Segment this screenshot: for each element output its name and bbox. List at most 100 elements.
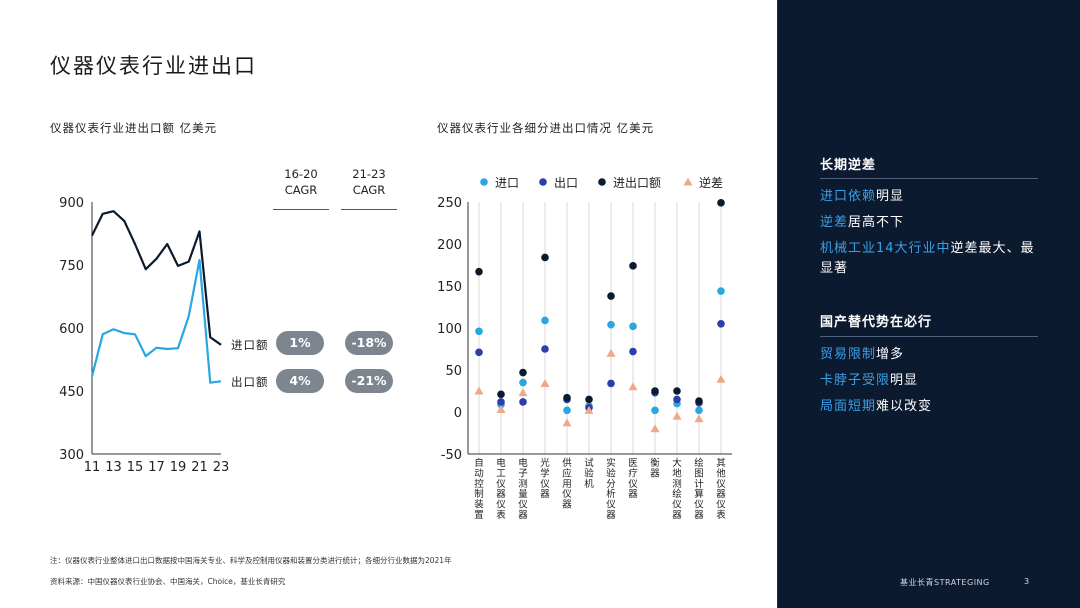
point-进出口额 bbox=[629, 262, 637, 270]
y-tick-label: 150 bbox=[437, 280, 462, 295]
y-tick-label: 0 bbox=[454, 406, 462, 421]
legend-marker-进出口额 bbox=[598, 178, 606, 186]
point-逆差 bbox=[562, 418, 572, 427]
point-进出口额 bbox=[695, 397, 703, 405]
x-tick-label: 实验分析仪器 bbox=[606, 457, 616, 521]
point-进口 bbox=[629, 322, 637, 331]
point-进口 bbox=[475, 327, 483, 336]
point-逆差 bbox=[518, 388, 528, 397]
point-出口 bbox=[607, 379, 615, 388]
point-进口 bbox=[651, 406, 659, 415]
x-tick-label: 13 bbox=[105, 460, 122, 475]
cagr-pill-export-1: 4% bbox=[276, 369, 324, 393]
item-highlight: 局面短期 bbox=[820, 399, 877, 414]
x-tick-label: 15 bbox=[127, 460, 144, 475]
point-出口 bbox=[673, 395, 681, 404]
item-text: 明显 bbox=[890, 373, 919, 388]
legend-label: 进口 bbox=[495, 176, 519, 190]
scatter-chart: -50 0 50 100 150 200 250 自动控制装置 电工仪器仪表 电子测量仪器 光学仪器… bbox=[437, 175, 732, 521]
point-逆差 bbox=[584, 405, 594, 414]
item-text: 逆差最大、最显著 bbox=[820, 241, 1035, 276]
x-tick-label: 11 bbox=[84, 460, 101, 475]
left-chart-title: 仪器仪表行业进出口额 亿美元 bbox=[50, 121, 218, 135]
cagr-header-2-rule bbox=[341, 209, 397, 210]
point-逆差 bbox=[694, 414, 704, 423]
sidebar-section2-title: 国产替代势在必行 bbox=[820, 315, 933, 330]
point-逆差 bbox=[628, 382, 638, 391]
point-进出口额 bbox=[541, 253, 549, 262]
point-进出口额 bbox=[717, 199, 725, 207]
point-进出口额 bbox=[585, 395, 593, 404]
x-tick-label: 电工仪器仪表 bbox=[496, 457, 506, 521]
y-tick-label: 600 bbox=[59, 322, 84, 337]
page-number: 3 bbox=[1024, 577, 1030, 586]
legend-label: 出口 bbox=[554, 176, 578, 190]
legend-marker-逆差 bbox=[683, 177, 693, 186]
y-tick-label: 450 bbox=[59, 385, 84, 400]
cagr-pill-import-2: -18% bbox=[345, 331, 393, 355]
legend-label: 进出口额 bbox=[613, 176, 661, 190]
footnote-source: 资料来源：中国仪器仪表行业协会、中国海关，Choice，基业长青研究 bbox=[50, 577, 286, 586]
point-出口 bbox=[717, 320, 725, 328]
point-逆差 bbox=[716, 374, 726, 383]
x-tick-label: 23 bbox=[213, 460, 230, 475]
sidebar-section2-item-3: 局面短期难以改变 bbox=[820, 397, 1045, 417]
point-逆差 bbox=[540, 378, 550, 387]
item-highlight: 逆差 bbox=[820, 215, 849, 230]
y-tick-label: 300 bbox=[59, 448, 84, 463]
y-tick-label: 750 bbox=[59, 259, 84, 274]
point-进出口额 bbox=[475, 267, 483, 276]
point-进出口额 bbox=[519, 368, 527, 377]
cagr-header-1-line1: 16-20 bbox=[284, 167, 318, 181]
item-text: 居高不下 bbox=[848, 215, 905, 230]
cagr-header-2-line2: CAGR bbox=[352, 183, 386, 197]
legend-marker-进口 bbox=[480, 178, 488, 186]
point-进口 bbox=[541, 316, 549, 325]
point-出口 bbox=[541, 345, 549, 353]
sidebar-section1-item-1: 进口依赖明显 bbox=[820, 187, 1045, 207]
cagr-row-label-import: 进口额 bbox=[231, 338, 269, 352]
y-tick-label: 250 bbox=[437, 196, 462, 211]
item-highlight: 贸易限制 bbox=[820, 347, 877, 362]
y-tick-label: 100 bbox=[437, 322, 462, 337]
main-panel bbox=[777, 0, 778, 608]
point-出口 bbox=[497, 398, 505, 406]
x-tick-label: 绘图计算仪器 bbox=[694, 457, 704, 521]
x-tick-label: 供应用仪器 bbox=[562, 457, 572, 511]
point-逆差 bbox=[496, 404, 506, 413]
sidebar-section1-rule bbox=[820, 178, 1038, 179]
footnote-note: 注：仪器仪表行业整体进口出口数据按中国海关专业、科学及控制用仪器和装置分类进行统… bbox=[50, 556, 452, 565]
item-highlight: 机械工业14大行业中 bbox=[820, 241, 951, 256]
point-进出口额 bbox=[497, 390, 505, 399]
point-进口 bbox=[695, 406, 703, 415]
cagr-row-label-export: 出口额 bbox=[231, 375, 269, 389]
sidebar-section1-title: 长期逆差 bbox=[820, 158, 877, 173]
series-line-0 bbox=[91, 210, 222, 346]
x-tick-label: 自动控制装置 bbox=[474, 457, 484, 521]
x-tick-label: 17 bbox=[148, 460, 165, 475]
page-title: 仪器仪表行业进出口 bbox=[50, 54, 257, 78]
sidebar-section2-item-1: 贸易限制增多 bbox=[820, 345, 1045, 365]
y-tick-label: 200 bbox=[437, 238, 462, 253]
sidebar-section1-item-3: 机械工业14大行业中逆差最大、最显著 bbox=[820, 239, 1045, 279]
cagr-pill-import-1: 1% bbox=[276, 331, 324, 355]
point-逆差 bbox=[650, 424, 660, 433]
item-highlight: 进口依赖 bbox=[820, 189, 877, 204]
point-进口 bbox=[563, 406, 571, 415]
point-逆差 bbox=[474, 386, 484, 395]
x-tick-label: 电子测量仪器 bbox=[518, 457, 528, 521]
y-tick-label: 50 bbox=[445, 364, 462, 379]
x-tick-label: 21 bbox=[191, 460, 208, 475]
sidebar-section2-item-2: 卡脖子受限明显 bbox=[820, 371, 1045, 391]
item-highlight: 卡脖子受限 bbox=[820, 373, 891, 388]
sidebar-panel bbox=[778, 0, 1080, 608]
item-text: 明显 bbox=[876, 189, 905, 204]
point-进口 bbox=[717, 287, 725, 295]
sidebar-section1-item-2: 逆差居高不下 bbox=[820, 213, 1045, 233]
x-tick-label: 其他仪器仪表 bbox=[716, 458, 726, 521]
legend-marker-出口 bbox=[539, 178, 547, 186]
point-进出口额 bbox=[607, 292, 615, 300]
point-进口 bbox=[607, 320, 615, 329]
point-出口 bbox=[519, 398, 527, 406]
